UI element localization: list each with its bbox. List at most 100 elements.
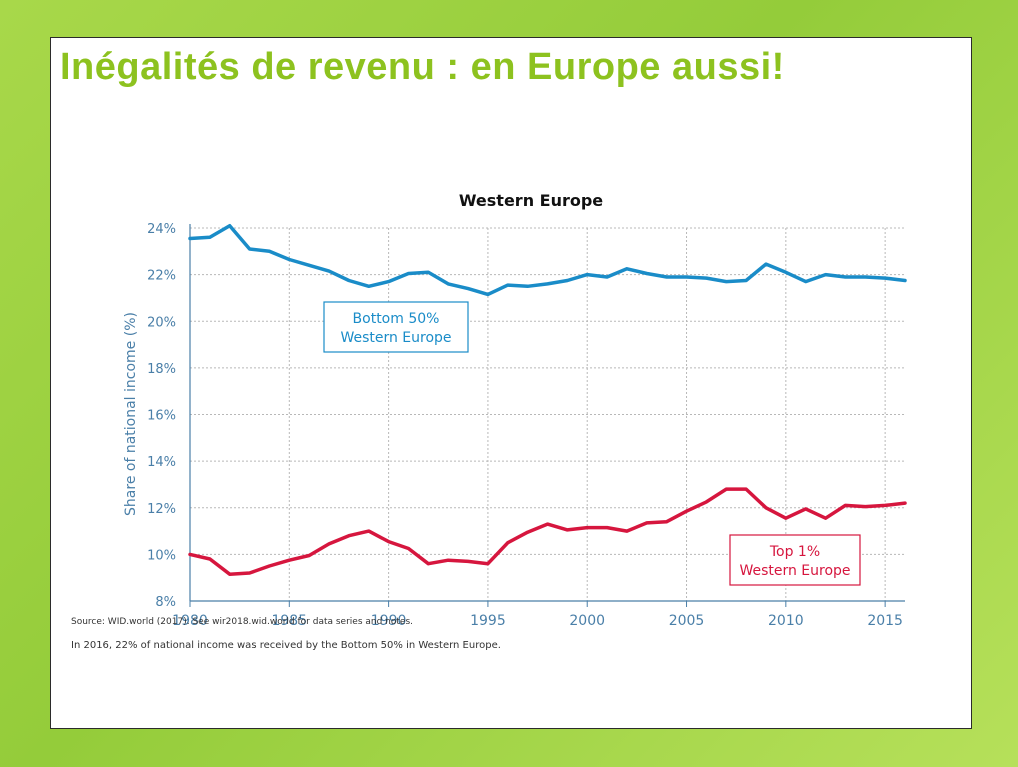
data-point-bottom-50 bbox=[466, 287, 470, 291]
data-point-top-1 bbox=[605, 526, 609, 529]
data-point-top-1 bbox=[625, 529, 629, 533]
data-point-top-1 bbox=[526, 530, 530, 534]
data-point-bottom-50 bbox=[228, 224, 232, 228]
data-point-top-1 bbox=[248, 571, 251, 575]
data-point-bottom-50 bbox=[744, 279, 748, 282]
data-point-top-1 bbox=[307, 554, 311, 557]
y-tick-label: 22% bbox=[147, 269, 176, 284]
data-point-bottom-50 bbox=[704, 276, 708, 280]
series-label-top-1-line: Top 1% bbox=[769, 544, 820, 560]
y-tick-label: 12% bbox=[147, 502, 176, 517]
data-point-top-1 bbox=[208, 557, 212, 561]
data-point-bottom-50 bbox=[665, 275, 669, 279]
data-point-bottom-50 bbox=[784, 270, 788, 274]
y-tick-label: 10% bbox=[147, 548, 176, 563]
data-point-top-1 bbox=[228, 572, 232, 576]
data-point-bottom-50 bbox=[844, 275, 847, 279]
data-point-bottom-50 bbox=[486, 293, 490, 296]
y-tick-label: 16% bbox=[147, 409, 176, 424]
data-point-bottom-50 bbox=[585, 273, 589, 277]
y-tick-label: 24% bbox=[147, 222, 176, 237]
data-point-top-1 bbox=[585, 526, 589, 529]
x-tick-label: 2015 bbox=[867, 613, 903, 629]
data-point-top-1 bbox=[565, 528, 569, 532]
data-point-bottom-50 bbox=[546, 282, 549, 286]
chart-title: Western Europe bbox=[459, 191, 603, 210]
data-point-top-1 bbox=[287, 558, 291, 562]
y-tick-label: 14% bbox=[147, 455, 176, 470]
data-point-top-1 bbox=[347, 534, 351, 538]
data-point-bottom-50 bbox=[526, 284, 530, 288]
data-point-bottom-50 bbox=[863, 275, 867, 279]
data-point-bottom-50 bbox=[605, 275, 609, 279]
data-point-bottom-50 bbox=[764, 262, 768, 266]
data-point-bottom-50 bbox=[307, 263, 311, 267]
data-point-top-1 bbox=[824, 516, 827, 520]
data-point-bottom-50 bbox=[407, 272, 410, 275]
data-point-top-1 bbox=[466, 559, 470, 563]
data-point-bottom-50 bbox=[804, 280, 808, 284]
data-point-bottom-50 bbox=[268, 249, 271, 253]
data-point-top-1 bbox=[387, 540, 391, 543]
data-point-bottom-50 bbox=[685, 275, 688, 279]
data-point-top-1 bbox=[486, 562, 490, 566]
data-point-top-1 bbox=[426, 562, 430, 566]
y-tick-label: 8% bbox=[155, 595, 176, 610]
series-label-bottom-50-line: Western Europe bbox=[340, 330, 451, 346]
data-point-bottom-50 bbox=[625, 267, 629, 271]
data-point-top-1 bbox=[685, 509, 688, 513]
data-point-top-1 bbox=[188, 552, 192, 556]
data-point-bottom-50 bbox=[287, 258, 291, 261]
x-tick-label: 2010 bbox=[768, 613, 804, 629]
slide-title: Inégalités de revenu : en Europe aussi! bbox=[60, 46, 785, 88]
data-point-bottom-50 bbox=[883, 276, 887, 280]
data-point-top-1 bbox=[327, 542, 331, 546]
x-tick-label: 1990 bbox=[371, 613, 407, 629]
data-point-top-1 bbox=[704, 500, 708, 504]
data-point-top-1 bbox=[863, 505, 867, 508]
slide bbox=[50, 37, 972, 729]
x-tick-label: 2005 bbox=[669, 613, 705, 629]
data-point-top-1 bbox=[764, 506, 768, 510]
data-point-bottom-50 bbox=[824, 273, 827, 277]
x-tick-label: 1985 bbox=[271, 613, 307, 629]
series-label-bottom-50-box bbox=[323, 301, 469, 353]
source-note: Source: WID.world (2017). See wir2018.wi… bbox=[71, 617, 413, 627]
data-point-top-1 bbox=[268, 564, 271, 568]
data-point-bottom-50 bbox=[208, 235, 212, 239]
data-point-top-1 bbox=[446, 558, 450, 562]
data-point-top-1 bbox=[883, 504, 887, 507]
y-tick-label: 20% bbox=[147, 315, 176, 330]
data-point-top-1 bbox=[744, 487, 748, 491]
data-point-top-1 bbox=[407, 547, 410, 550]
data-point-bottom-50 bbox=[506, 283, 510, 287]
data-point-top-1 bbox=[546, 522, 549, 526]
data-point-bottom-50 bbox=[426, 270, 430, 274]
series-label-bottom-50-line: Bottom 50% bbox=[353, 311, 440, 327]
data-point-bottom-50 bbox=[188, 237, 192, 240]
summary-note: In 2016, 22% of national income was rece… bbox=[71, 640, 501, 651]
y-axis-label: Share of national income (%) bbox=[123, 312, 139, 516]
x-tick-label: 1980 bbox=[172, 613, 208, 629]
data-point-top-1 bbox=[844, 504, 847, 507]
x-tick-label: 2000 bbox=[569, 613, 605, 629]
data-point-bottom-50 bbox=[446, 282, 450, 286]
data-point-top-1 bbox=[804, 507, 808, 511]
data-point-top-1 bbox=[784, 516, 788, 520]
data-point-top-1 bbox=[724, 487, 728, 491]
data-point-top-1 bbox=[506, 541, 510, 545]
y-tick-label: 18% bbox=[147, 362, 176, 377]
data-point-bottom-50 bbox=[367, 284, 371, 288]
series-label-top-1-box bbox=[729, 534, 861, 586]
data-point-bottom-50 bbox=[327, 269, 331, 273]
data-point-top-1 bbox=[903, 501, 907, 505]
data-point-bottom-50 bbox=[387, 280, 391, 284]
data-point-bottom-50 bbox=[903, 279, 907, 282]
data-point-bottom-50 bbox=[347, 279, 351, 282]
data-point-bottom-50 bbox=[645, 272, 649, 275]
data-point-top-1 bbox=[367, 529, 371, 533]
data-point-top-1 bbox=[645, 521, 649, 525]
data-point-top-1 bbox=[665, 520, 669, 524]
data-point-bottom-50 bbox=[565, 279, 569, 282]
